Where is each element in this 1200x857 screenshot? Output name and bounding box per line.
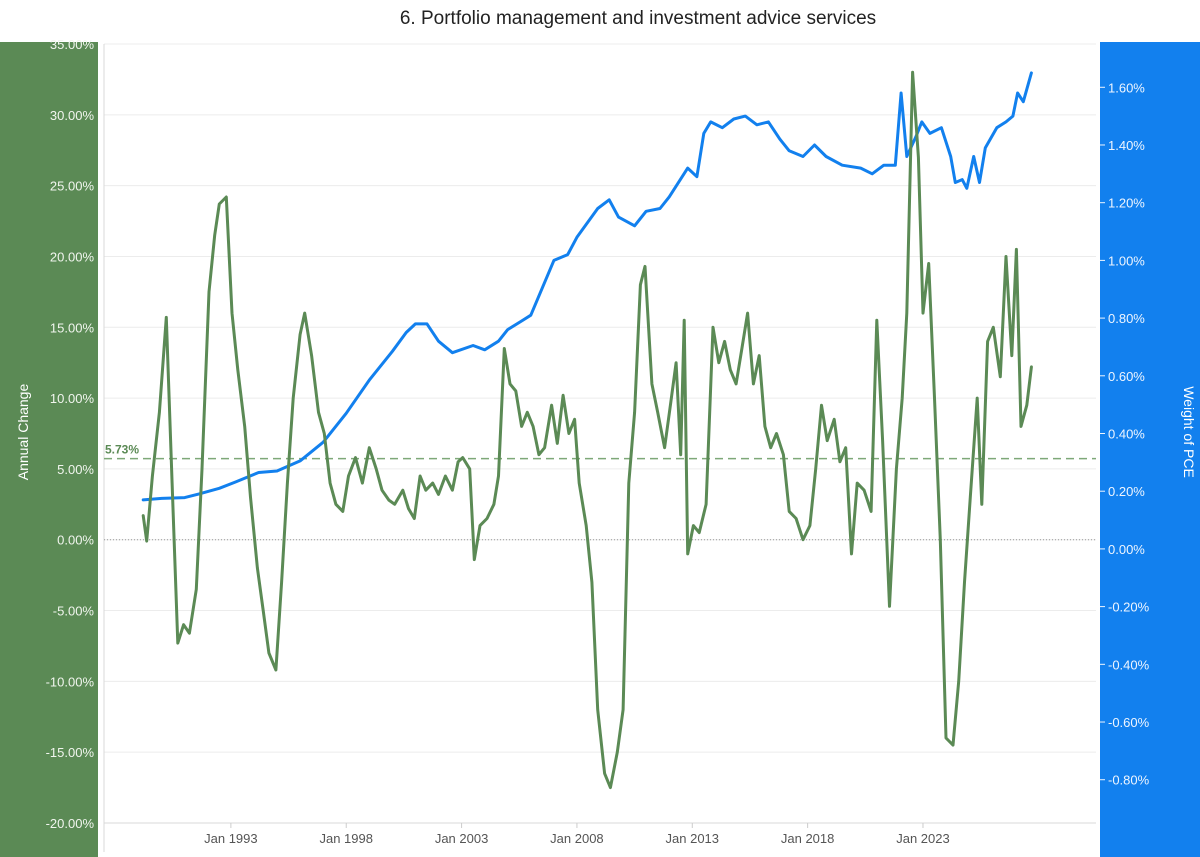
grid-lines <box>104 43 1096 824</box>
x-tick-label: Jan 1993 <box>204 831 258 846</box>
right-tick-label: -0.60% <box>1108 715 1150 730</box>
x-tick-label: Jan 2003 <box>435 831 489 846</box>
right-tick-label: 1.60% <box>1108 80 1145 95</box>
left-axis-title: Annual Change <box>15 384 31 481</box>
series-weight-of-pce-line <box>141 71 1033 502</box>
left-tick-label: -20.00% <box>46 816 95 831</box>
right-tick-label: 0.80% <box>1108 311 1145 326</box>
right-tick-label: 1.40% <box>1108 138 1145 153</box>
left-tick-label: 30.00% <box>50 108 95 123</box>
left-tick-label: 15.00% <box>50 320 95 335</box>
left-tick-label: -15.00% <box>46 745 95 760</box>
right-tick-label: 0.40% <box>1108 427 1145 442</box>
right-tick-label: -0.80% <box>1108 773 1150 788</box>
x-tick-label: Jan 2013 <box>666 831 720 846</box>
left-tick-label: 10.00% <box>50 391 95 406</box>
right-tick-label: -0.40% <box>1108 657 1150 672</box>
chart-title: 6. Portfolio management and investment a… <box>399 8 877 29</box>
left-tick-label: 5.00% <box>57 462 94 477</box>
left-axis-ticks: 35.00% 30.00% 25.00% 20.00% 15.00% 10.00% 5.00… <box>46 37 95 831</box>
left-tick-label: 0.00% <box>57 533 94 548</box>
left-tick-label: 35.00% <box>50 37 95 52</box>
x-tick-label: Jan 2023 <box>896 831 950 846</box>
x-tick-label: Jan 2018 <box>781 831 835 846</box>
right-axis-title: Weight of PCE <box>1181 386 1197 478</box>
left-tick-label: -5.00% <box>53 604 95 619</box>
left-tick-label: 20.00% <box>50 249 95 264</box>
x-tick-label: Jan 2008 <box>550 831 604 846</box>
right-axis-ticks: 1.60% 1.40% 1.20% 1.00% 0.80% 0.60% 0.40% 0.20%… <box>1100 80 1150 788</box>
right-tick-label: 1.20% <box>1108 196 1145 211</box>
series-annual-change-line <box>141 70 1033 790</box>
right-tick-label: 0.20% <box>1108 484 1145 499</box>
left-tick-label: 25.00% <box>50 179 95 194</box>
right-tick-label: 0.00% <box>1108 542 1145 557</box>
x-tick-label: Jan 1998 <box>319 831 373 846</box>
x-axis-ticks: Jan 1993 Jan 1998 Jan 2003 Jan 2008 Jan 2013… <box>204 823 950 846</box>
left-tick-label: -10.00% <box>46 674 95 689</box>
right-tick-label: -0.20% <box>1108 600 1150 615</box>
reference-line-label: 5.73% <box>105 443 139 457</box>
right-tick-label: 1.00% <box>1108 253 1145 268</box>
right-axis-band <box>1100 42 1200 857</box>
right-tick-label: 0.60% <box>1108 369 1145 384</box>
left-axis-band <box>0 42 98 857</box>
